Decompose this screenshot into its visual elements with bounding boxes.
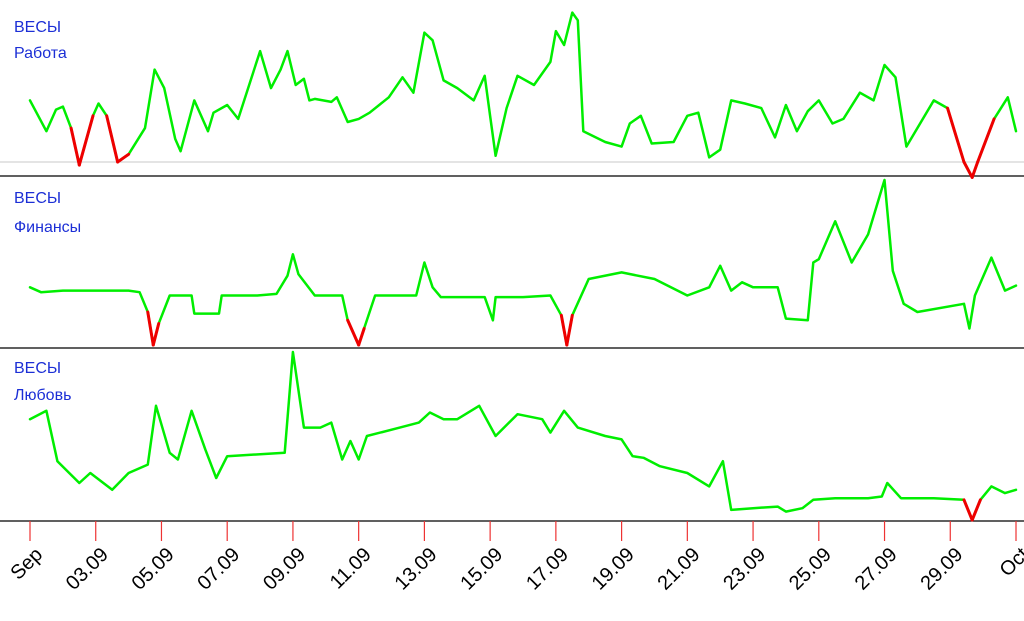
series-low-segment <box>962 498 974 522</box>
panel-label-topic: Любовь <box>14 387 71 404</box>
x-tick-label: 07.09 <box>193 544 244 595</box>
panel-label-topic: Работа <box>14 45 67 62</box>
series-low-segment <box>357 327 366 347</box>
series-low-segment <box>151 322 161 347</box>
x-tick-label: 19.09 <box>588 544 639 595</box>
x-tick-label: 17.09 <box>522 544 573 595</box>
series-low-segment <box>946 106 966 164</box>
x-tick-label: 11.09 <box>326 544 376 594</box>
series-low-segment <box>346 318 361 347</box>
series-line-1 <box>28 11 1018 179</box>
panel-label-topic: Финансы <box>14 219 81 236</box>
series-low-segment <box>559 313 569 347</box>
series-line-2 <box>28 178 1018 347</box>
series-low-segment <box>976 117 996 164</box>
x-tick-label: 21.09 <box>654 544 705 595</box>
x-tick-label: Oct <box>996 543 1024 581</box>
series-low-segment <box>105 114 120 164</box>
series-low-segment <box>146 310 155 347</box>
series-low-segment <box>77 114 95 167</box>
x-tick-label: 27.09 <box>851 544 902 595</box>
panel-label-sign: ВЕСЫ <box>14 360 61 377</box>
x-tick-label: 09.09 <box>259 544 310 595</box>
x-tick-label: Sep <box>6 544 47 585</box>
series-line-3 <box>28 350 1018 522</box>
panel-label-sign: ВЕСЫ <box>14 190 61 207</box>
x-tick-label: 13.09 <box>391 544 442 595</box>
x-tick-label: 29.09 <box>916 544 967 595</box>
series-low-segment <box>69 126 81 167</box>
x-tick-label: 03.09 <box>62 544 113 595</box>
x-tick-label: 25.09 <box>785 544 836 595</box>
x-tick-label: 23.09 <box>719 544 770 595</box>
series-low-segment <box>962 160 974 179</box>
panel-label-sign: ВЕСЫ <box>14 19 61 36</box>
x-tick-label: 15.09 <box>456 544 507 595</box>
series-low-segment <box>970 498 982 522</box>
x-tick-label: 05.09 <box>128 544 179 595</box>
series-low-segment <box>970 160 980 179</box>
series-low-segment <box>116 152 131 164</box>
series-low-segment <box>565 313 574 347</box>
